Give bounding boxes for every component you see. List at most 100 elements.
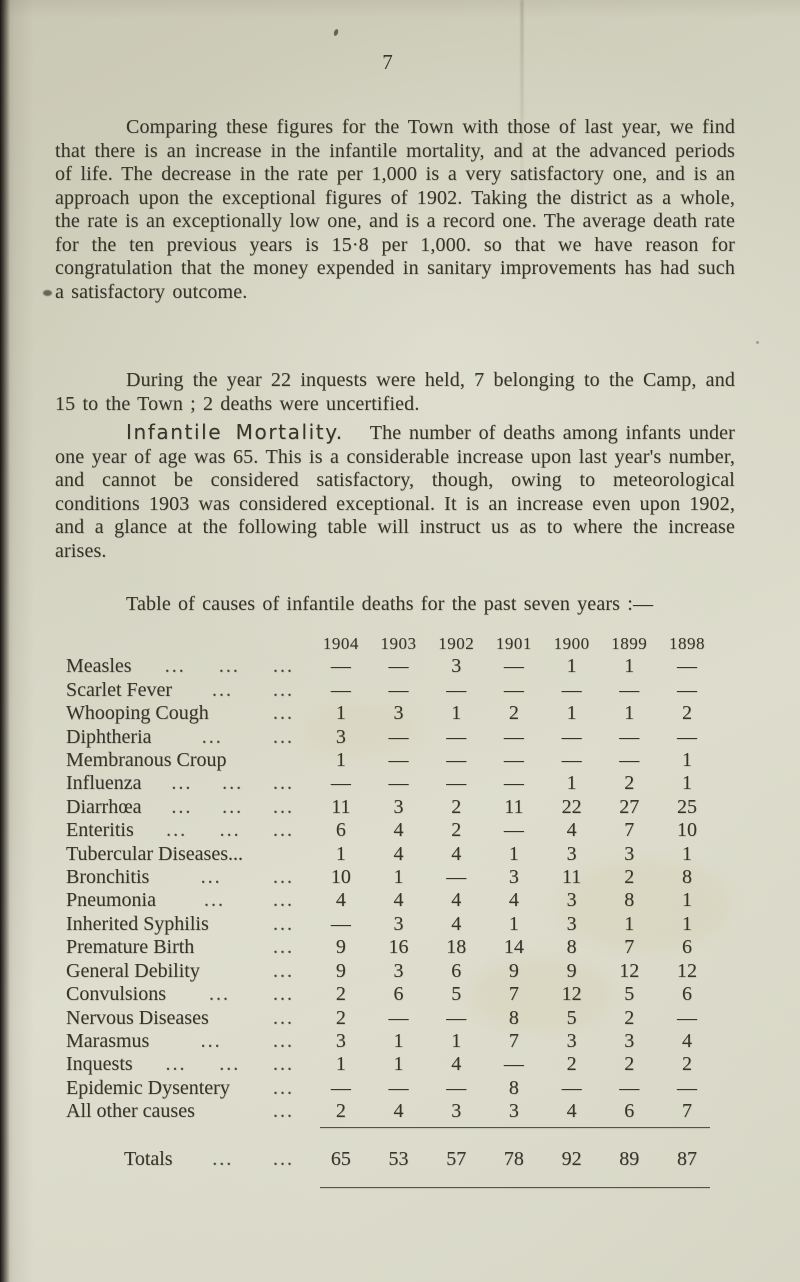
death-count: 6 (681, 936, 692, 959)
death-count: 3 (393, 795, 404, 818)
death-count: — (619, 725, 640, 748)
cause-label: All other causes (66, 1100, 195, 1123)
leader-dots: ... (222, 772, 244, 795)
death-count: 1 (624, 655, 635, 678)
death-count: 6 (681, 983, 692, 1006)
death-count: — (561, 678, 582, 701)
leader-dots: ... (273, 702, 294, 725)
death-count: 22 (561, 795, 582, 818)
death-count: — (330, 655, 351, 678)
table-row: Epidemic Dysentery... — — — 8 — — — (66, 1077, 717, 1100)
death-count: — (503, 1053, 524, 1076)
death-count: 12 (676, 959, 697, 982)
cause-label: Tubercular Diseases... (66, 842, 244, 865)
death-count: 4 (451, 889, 462, 912)
death-count: 7 (681, 1100, 692, 1123)
cause-label: Inquests (66, 1053, 133, 1076)
death-count: 8 (624, 889, 635, 912)
totals-rule-bottom (320, 1186, 710, 1188)
death-count: 12 (561, 983, 582, 1006)
leader-dots: ... (273, 866, 294, 889)
death-count: 1 (508, 842, 519, 865)
death-count: 4 (335, 889, 346, 912)
totals-row: Totals...... 65 53 57 78 92 89 87 (66, 1148, 717, 1171)
death-count: 3 (393, 959, 404, 982)
death-count: 3 (451, 1100, 462, 1123)
death-count: 25 (676, 795, 697, 818)
paragraph-table-intro: Table of causes of infantile deaths for … (126, 593, 654, 615)
death-count: 2 (624, 1053, 635, 1076)
cause-label: General Debility (66, 959, 200, 982)
leader-dots: ... (272, 795, 294, 818)
leader-dots: ... (212, 678, 234, 701)
table-row: Measles......... — — 3 — 1 1 — (66, 655, 717, 678)
cause-label-cell: Inherited Syphilis... (66, 913, 312, 936)
table-row: Pneumonia...... 4 4 4 4 3 8 1 (66, 889, 717, 912)
death-count: 4 (393, 819, 404, 842)
death-count: 4 (681, 1029, 692, 1052)
leader-dots: ... (273, 959, 294, 982)
leader-dots: ... (273, 1076, 294, 1099)
death-count: 1 (566, 655, 577, 678)
death-count: — (446, 725, 467, 748)
death-count: — (388, 749, 409, 772)
cause-label-cell: Influenza......... (66, 772, 312, 795)
death-count: 3 (566, 842, 577, 865)
death-count: 4 (566, 819, 577, 842)
cause-label-cell: Epidemic Dysentery... (66, 1077, 312, 1100)
death-count: 2 (624, 1006, 635, 1029)
cause-label-cell: Marasmus...... (66, 1030, 312, 1053)
death-count: 1 (393, 1029, 404, 1052)
death-count: 5 (624, 983, 635, 1006)
ink-speck (333, 28, 339, 37)
death-count: — (388, 1076, 409, 1099)
death-count: 4 (451, 1053, 462, 1076)
death-count: 1 (681, 772, 692, 795)
death-count: 4 (451, 842, 462, 865)
death-count: 2 (335, 1006, 346, 1029)
cause-label: Pneumonia (66, 889, 156, 912)
leader-dots: ... (273, 889, 294, 912)
death-count: 1 (451, 1029, 462, 1052)
death-count: — (619, 678, 640, 701)
death-count: 14 (503, 936, 524, 959)
leader-dots: ... (273, 1100, 294, 1123)
death-count: — (446, 1076, 467, 1099)
leader-dots: ... (273, 725, 294, 748)
death-count: 9 (335, 959, 346, 982)
death-count: — (330, 772, 351, 795)
death-count: 2 (508, 702, 519, 725)
year-label: 1904 (322, 634, 359, 653)
death-count: 18 (446, 936, 467, 959)
cause-label-cell: Inquests......... (66, 1053, 312, 1076)
death-count: 2 (624, 866, 635, 889)
totals-count: 78 (503, 1147, 524, 1170)
death-count: 5 (566, 1006, 577, 1029)
cause-label-cell: Membranous Croup (66, 749, 312, 772)
death-count: — (388, 1006, 409, 1029)
year-label: 1898 (668, 634, 705, 653)
death-count: 6 (451, 959, 462, 982)
paper-stain (300, 700, 420, 760)
scan-left-edge (0, 0, 10, 1282)
cause-label-cell: Premature Birth... (66, 936, 312, 959)
year-label: 1900 (553, 634, 590, 653)
cause-label: Whooping Cough (66, 702, 209, 725)
leader-dots: ... (219, 819, 241, 842)
death-count: 3 (566, 912, 577, 935)
death-count: 3 (566, 1029, 577, 1052)
leader-dots: ... (273, 983, 294, 1006)
death-count: 2 (681, 702, 692, 725)
death-count: 8 (566, 936, 577, 959)
death-count: 1 (335, 842, 346, 865)
cause-label: Measles (66, 655, 132, 678)
death-count: 3 (624, 842, 635, 865)
table-row: All other causes... 2 4 3 3 4 6 7 (66, 1100, 717, 1123)
year-label: 1901 (495, 634, 532, 653)
death-count: — (561, 1076, 582, 1099)
death-count: — (561, 725, 582, 748)
death-count: 1 (335, 749, 346, 772)
leader-dots: ... (164, 655, 186, 678)
death-count: 4 (393, 842, 404, 865)
cause-label: Diarrhœa (66, 795, 142, 818)
